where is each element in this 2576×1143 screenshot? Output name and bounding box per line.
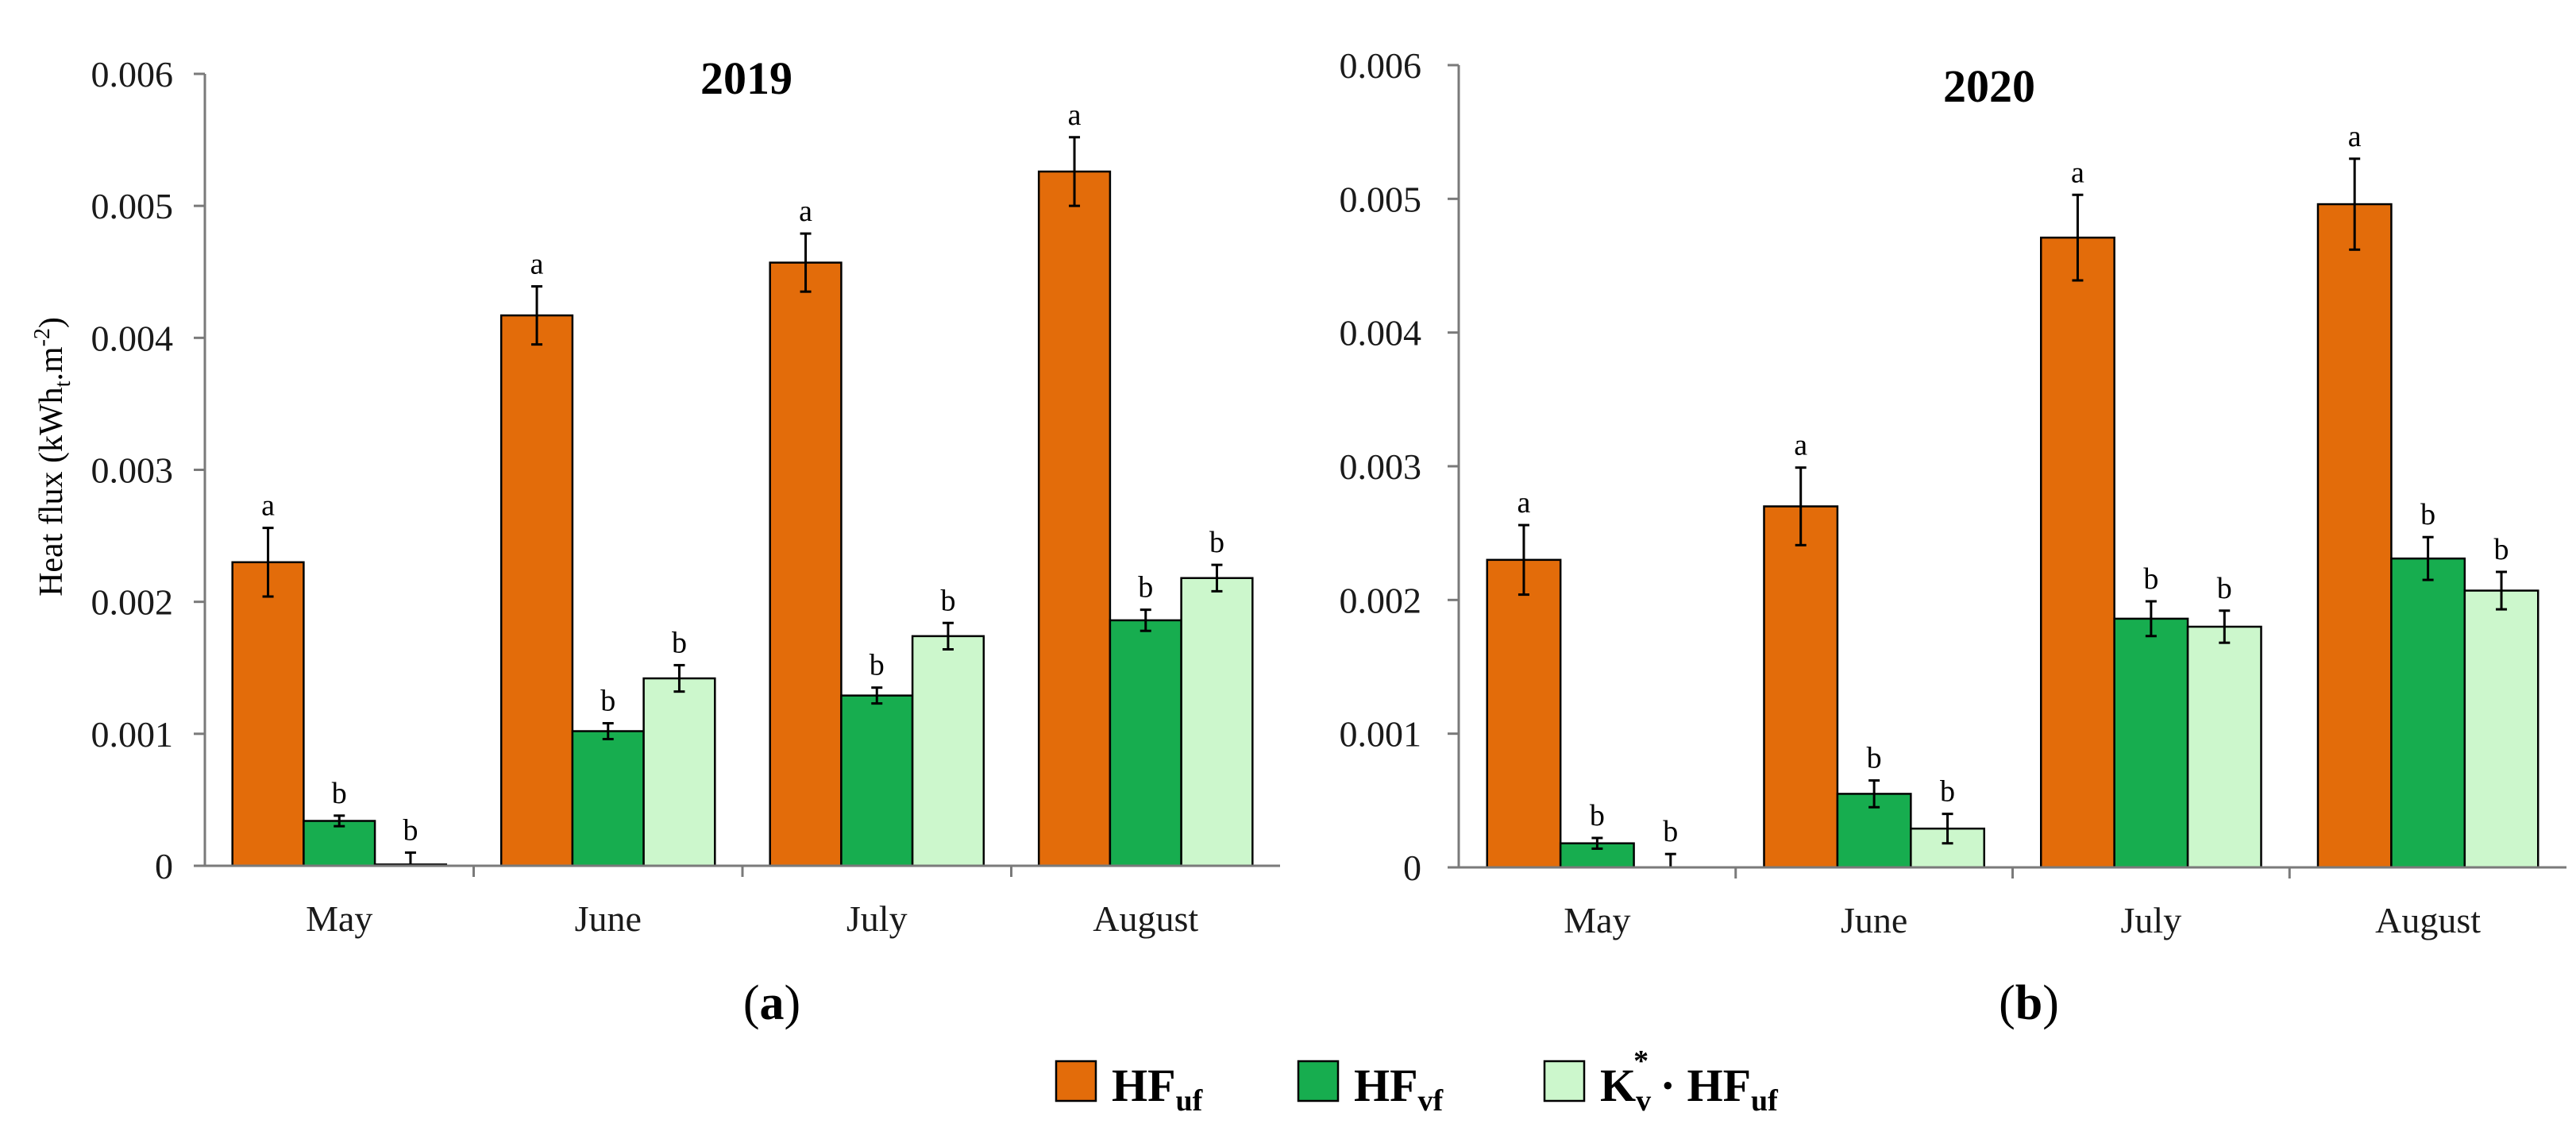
y-tick-label: 0.006 (1340, 45, 1422, 86)
panel-label: (a) (743, 976, 800, 1030)
significance-letter: b (870, 649, 885, 682)
significance-letter: b (403, 813, 418, 847)
legend-label-hfuf: HFuf (1112, 1060, 1204, 1118)
bar-hfvf-july (2113, 617, 2189, 869)
significance-letter: a (1517, 486, 1531, 519)
legend-swatch-kv-hfuf (1543, 1060, 1586, 1102)
y-ticks: 0 0.001 0.002 0.003 0.004 0.005 0.006 (91, 54, 206, 886)
y-tick-label: 0.001 (91, 714, 174, 755)
bar-hfvf-august (1109, 619, 1182, 867)
bar-kv-hfuf-july (2186, 625, 2262, 869)
bar-hfvf-june (571, 730, 645, 867)
bar-hfuf-june (499, 314, 574, 867)
bars: a b b a b b a b b a b b (1486, 120, 2539, 869)
significance-letter: a (1068, 98, 1082, 132)
significance-letter: b (940, 584, 955, 617)
significance-letter: b (2494, 533, 2509, 566)
x-tick-label: May (306, 898, 372, 939)
significance-letter: b (2420, 498, 2435, 531)
legend-label-kv-hfuf: Kv* · HFuf (1600, 1045, 1779, 1118)
significance-letter: b (332, 777, 347, 810)
y-tick-label: 0.002 (1340, 580, 1422, 620)
significance-letter: b (2217, 572, 2232, 605)
y-tick-label: 0.002 (91, 582, 174, 623)
legend-swatch-hfvf (1297, 1060, 1340, 1102)
significance-letter: b (1867, 742, 1882, 775)
legend-swatch-hfuf (1055, 1060, 1097, 1102)
significance-letter: b (1209, 526, 1224, 559)
bar-hfuf-august (1037, 170, 1112, 867)
y-tick-label: 0.006 (91, 54, 174, 95)
significance-letter: a (261, 489, 275, 523)
bar-hfuf-may (1486, 558, 1562, 869)
significance-letter: a (2348, 120, 2362, 153)
bar-kv-hfuf-july (911, 635, 985, 867)
significance-letter: b (1590, 799, 1605, 832)
significance-letter: b (600, 685, 615, 718)
legend-label-hfvf: HFvf (1354, 1060, 1444, 1118)
chart-title: 2020 (1943, 60, 2035, 112)
chart-panel-2019: 2019 0 0.001 0.002 0.003 0.004 0.005 0.006 a b b… (91, 52, 1280, 1030)
bars: a b b a b b a b b a b b (231, 98, 1254, 867)
y-tick-label: 0.001 (1340, 714, 1422, 755)
x-tick-label: May (1564, 900, 1630, 940)
bar-hfvf-august (2390, 557, 2466, 869)
x-ticks: May June July August (1459, 866, 2566, 940)
panel-label: (b) (1999, 976, 2059, 1030)
chart-panel-2020: 2020 0 0.001 0.002 0.003 0.004 0.005 0.006 a b b… (1340, 45, 2566, 1030)
bar-hfuf-august (2316, 203, 2393, 869)
significance-letter: a (2071, 156, 2084, 189)
significance-letter: a (1794, 429, 1807, 462)
bar-hfuf-may (231, 561, 305, 867)
y-tick-label: 0.003 (91, 450, 174, 491)
y-tick-label: 0.004 (1340, 313, 1422, 353)
y-tick-label: 0.004 (91, 318, 174, 358)
x-ticks: May June July August (205, 864, 1280, 939)
y-tick-label: 0 (1403, 848, 1421, 888)
bar-kv-hfuf-august (2463, 589, 2539, 869)
chart-title: 2019 (700, 52, 792, 104)
bar-hfuf-july (769, 261, 843, 867)
x-tick-label: June (575, 898, 642, 939)
y-tick-label: 0 (155, 846, 173, 886)
bar-hfuf-june (1763, 505, 1839, 869)
y-tick-label: 0.003 (1340, 446, 1422, 487)
significance-letter: b (1663, 815, 1678, 848)
significance-letter: a (799, 195, 812, 228)
bar-hfuf-july (2039, 236, 2115, 869)
bar-kv-hfuf-june (642, 677, 716, 867)
x-tick-label: August (1093, 898, 1198, 939)
y-ticks: 0 0.001 0.002 0.003 0.004 0.005 0.006 (1340, 45, 1460, 888)
significance-letter: b (1940, 775, 1955, 809)
bar-kv-hfuf-august (1180, 577, 1254, 867)
x-tick-label: August (2375, 900, 2481, 940)
legend: HFuf HFvf Kv* · HFuf (1055, 1045, 1779, 1118)
y-tick-label: 0.005 (1340, 179, 1422, 219)
x-tick-label: June (1841, 900, 1907, 940)
significance-letter: a (530, 248, 544, 281)
significance-letter: b (1138, 571, 1153, 604)
bar-hfvf-july (840, 694, 914, 867)
x-tick-label: July (2121, 900, 2182, 940)
y-axis-label: Heat flux (kWht.m-2) (30, 317, 75, 597)
significance-letter: b (2143, 562, 2158, 596)
significance-letter: b (672, 626, 687, 659)
x-tick-label: July (846, 898, 908, 939)
y-tick-label: 0.005 (91, 186, 174, 226)
bar-hfvf-may (303, 820, 376, 867)
